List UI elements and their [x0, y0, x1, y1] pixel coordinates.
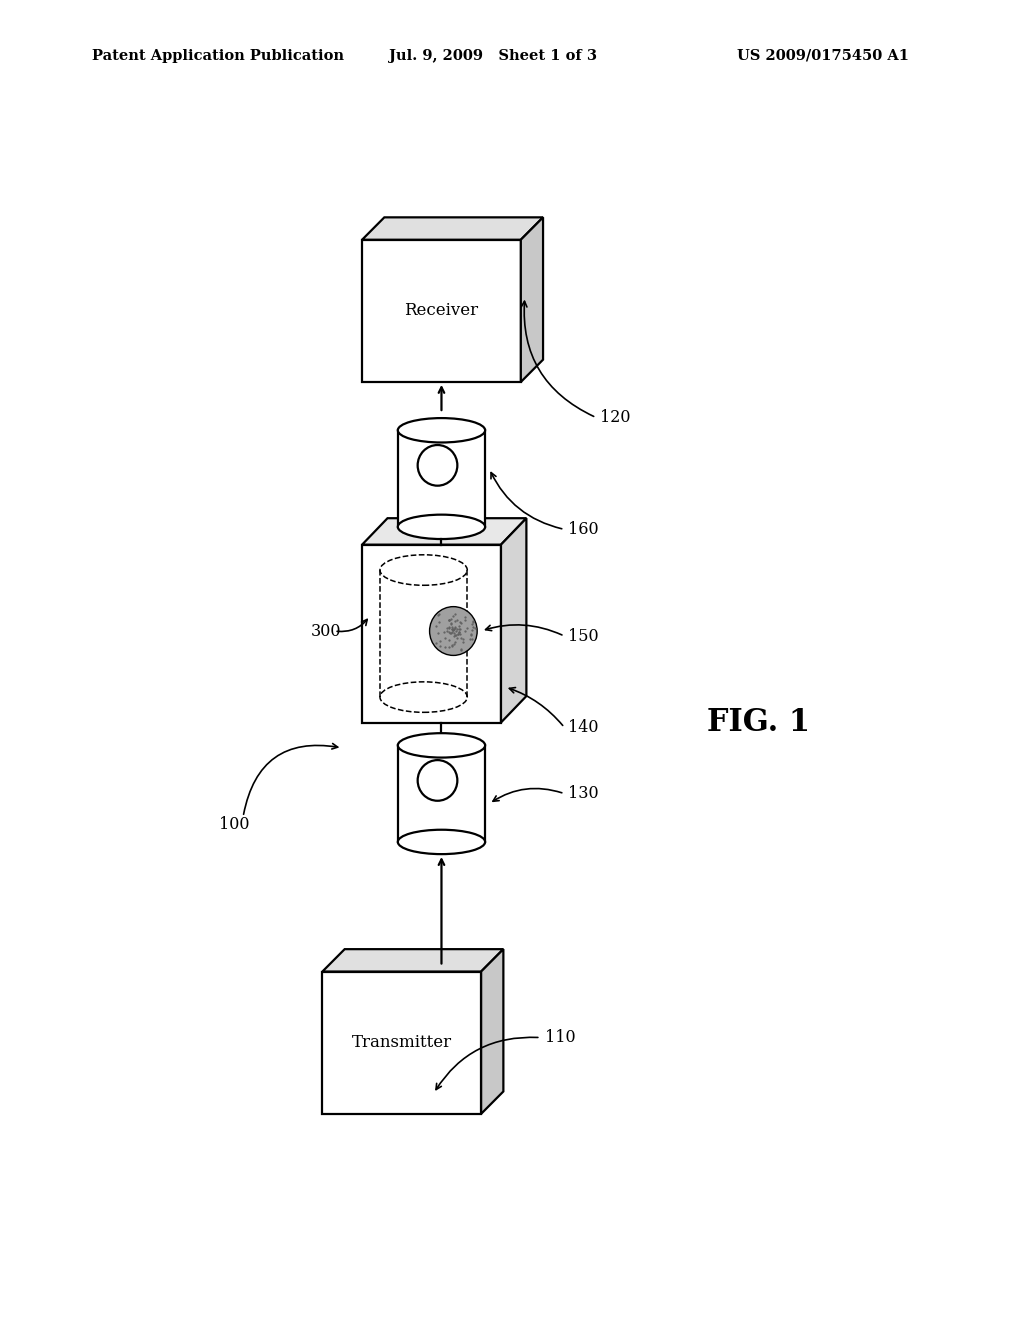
Polygon shape — [362, 519, 526, 545]
Ellipse shape — [418, 760, 458, 801]
Text: Receiver: Receiver — [404, 302, 478, 319]
Polygon shape — [501, 519, 526, 722]
Text: 130: 130 — [568, 785, 599, 803]
Ellipse shape — [397, 733, 485, 758]
Text: Patent Application Publication: Patent Application Publication — [92, 49, 344, 63]
Polygon shape — [362, 240, 521, 381]
Text: 100: 100 — [219, 816, 250, 833]
Polygon shape — [521, 218, 543, 381]
Text: US 2009/0175450 A1: US 2009/0175450 A1 — [737, 49, 909, 63]
Text: 160: 160 — [568, 521, 599, 537]
Polygon shape — [323, 949, 504, 972]
Ellipse shape — [397, 418, 485, 442]
Polygon shape — [397, 430, 485, 527]
Text: Jul. 9, 2009   Sheet 1 of 3: Jul. 9, 2009 Sheet 1 of 3 — [389, 49, 597, 63]
Text: 120: 120 — [600, 409, 631, 426]
Ellipse shape — [418, 445, 458, 486]
Text: 300: 300 — [310, 623, 341, 639]
Polygon shape — [397, 746, 485, 842]
Text: 140: 140 — [568, 719, 599, 737]
Polygon shape — [323, 972, 481, 1114]
Ellipse shape — [430, 607, 477, 656]
Polygon shape — [362, 218, 543, 240]
Text: Transmitter: Transmitter — [351, 1034, 452, 1051]
Polygon shape — [481, 949, 504, 1114]
Text: 150: 150 — [568, 627, 599, 644]
Ellipse shape — [397, 830, 485, 854]
Ellipse shape — [397, 515, 485, 539]
Polygon shape — [362, 545, 501, 722]
Text: 110: 110 — [545, 1030, 575, 1045]
Text: FIG. 1: FIG. 1 — [708, 708, 810, 738]
